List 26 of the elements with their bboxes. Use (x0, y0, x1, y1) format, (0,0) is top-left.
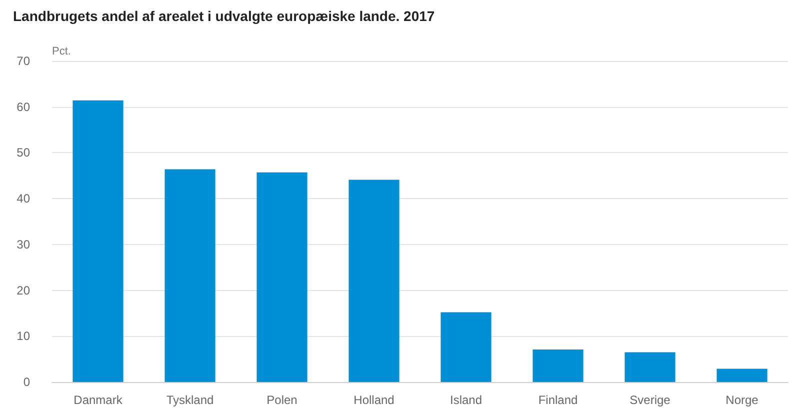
bar (532, 349, 584, 382)
x-tick-label: Norge (726, 393, 759, 407)
y-tick-label: 20 (16, 283, 30, 298)
y-tick-label: 60 (16, 100, 30, 114)
x-tick-label: Holland (354, 393, 394, 407)
y-tick-label: 10 (16, 329, 30, 344)
x-tick-label: Polen (266, 393, 298, 407)
y-tick-label: 30 (16, 237, 30, 252)
x-tick-label: Tyskland (166, 393, 214, 407)
y-axis-title: Pct. (52, 46, 71, 58)
chart-title: Landbrugets andel af arealet i udvalgte europæiske lande. 2017 (13, 8, 435, 24)
x-tick-label: Finland (538, 393, 578, 407)
x-tick-label: Island (450, 393, 482, 407)
bar (164, 169, 216, 382)
x-tick-label: Sverige (630, 393, 671, 407)
bar (348, 180, 400, 382)
bar (256, 172, 308, 382)
bar (72, 100, 124, 382)
bar (716, 368, 768, 382)
y-tick-label: 40 (16, 192, 30, 206)
x-tick-label: Danmark (74, 393, 124, 407)
y-tick-label: 0 (23, 375, 30, 389)
y-tick-label: 50 (16, 146, 30, 160)
bar (624, 352, 676, 382)
bar (440, 312, 492, 382)
y-tick-label: 70 (16, 54, 30, 68)
